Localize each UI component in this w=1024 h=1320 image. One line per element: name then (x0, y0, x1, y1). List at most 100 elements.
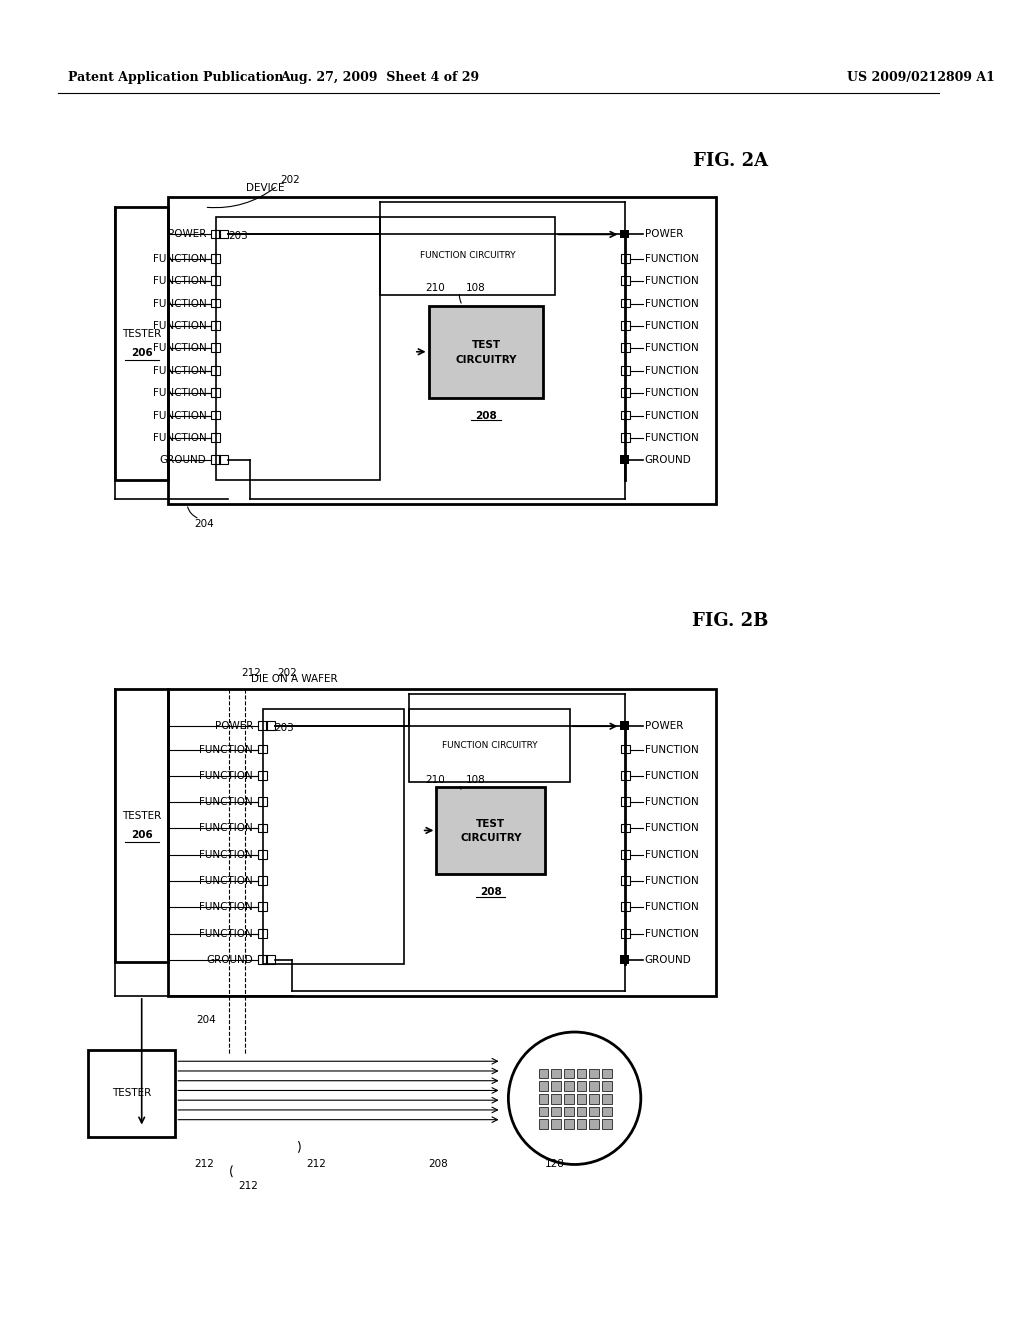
Text: CIRCUITRY: CIRCUITRY (460, 833, 521, 843)
Text: 208: 208 (428, 1159, 449, 1170)
Text: FIG. 2A: FIG. 2A (693, 152, 768, 170)
Text: FUNCTION: FUNCTION (200, 929, 253, 939)
Bar (577, 1119, 587, 1129)
Bar (551, 1094, 561, 1104)
Bar (622, 850, 630, 859)
Bar (551, 1081, 561, 1090)
Bar (219, 230, 228, 239)
Bar (564, 1119, 573, 1129)
Bar (622, 903, 630, 911)
Bar (622, 253, 630, 263)
Bar (564, 1094, 573, 1104)
Text: 212: 212 (242, 668, 261, 677)
Bar (602, 1106, 611, 1117)
Text: FUNCTION: FUNCTION (645, 797, 698, 808)
Bar (258, 876, 267, 884)
Bar (428, 305, 544, 399)
Bar (622, 366, 630, 375)
Bar (216, 216, 380, 480)
Text: FUNCTION: FUNCTION (153, 298, 207, 309)
Text: 203: 203 (227, 231, 248, 242)
Text: FUNCTION: FUNCTION (153, 366, 207, 376)
Bar (258, 797, 267, 807)
Bar (621, 230, 629, 239)
Bar (551, 1106, 561, 1117)
Bar (551, 1119, 561, 1129)
Bar (115, 207, 169, 480)
Text: FUNCTION: FUNCTION (153, 321, 207, 331)
Text: 202: 202 (281, 174, 300, 185)
Text: FUNCTION: FUNCTION (200, 771, 253, 781)
Bar (564, 1081, 573, 1090)
Bar (589, 1106, 599, 1117)
Text: FUNCTION: FUNCTION (645, 850, 698, 859)
Text: FUNCTION: FUNCTION (200, 797, 253, 808)
Text: FUNCTION: FUNCTION (645, 343, 698, 354)
Text: 210: 210 (425, 282, 445, 293)
Text: FUNCTION: FUNCTION (645, 276, 698, 286)
Text: 206: 206 (131, 830, 153, 841)
Bar (211, 230, 220, 239)
Bar (622, 771, 630, 780)
Text: FUNCTION: FUNCTION (153, 411, 207, 421)
Bar (211, 366, 220, 375)
Bar (622, 298, 630, 308)
Bar (622, 433, 630, 442)
Text: FUNCTION: FUNCTION (645, 824, 698, 833)
Text: FUNCTION: FUNCTION (200, 824, 253, 833)
Text: FUNCTION: FUNCTION (200, 850, 253, 859)
Bar (602, 1069, 611, 1078)
Text: FUNCTION CIRCUITRY: FUNCTION CIRCUITRY (441, 741, 538, 750)
Text: FUNCTION: FUNCTION (200, 876, 253, 886)
Bar (621, 455, 629, 465)
Bar (577, 1081, 587, 1090)
Text: 203: 203 (274, 723, 294, 733)
Bar (564, 1106, 573, 1117)
Text: FUNCTION: FUNCTION (645, 744, 698, 755)
Bar (211, 343, 220, 352)
Bar (88, 1049, 175, 1138)
Text: 206: 206 (131, 348, 153, 358)
Bar (622, 744, 630, 754)
Text: FUNCTION: FUNCTION (645, 903, 698, 912)
Text: FUNCTION: FUNCTION (645, 366, 698, 376)
Text: FUNCTION: FUNCTION (645, 876, 698, 886)
Text: GROUND: GROUND (645, 954, 691, 965)
Text: FUNCTION: FUNCTION (645, 433, 698, 444)
Text: US 2009/0212809 A1: US 2009/0212809 A1 (847, 71, 995, 84)
Bar (258, 903, 267, 911)
Bar (589, 1094, 599, 1104)
Bar (622, 276, 630, 285)
Text: POWER: POWER (215, 721, 253, 731)
Text: GROUND: GROUND (645, 455, 691, 466)
Bar (589, 1119, 599, 1129)
Bar (589, 1081, 599, 1090)
Text: TESTER: TESTER (112, 1089, 152, 1098)
Bar (622, 343, 630, 352)
Bar (115, 689, 169, 962)
Text: FUNCTION: FUNCTION (645, 411, 698, 421)
Text: FUNCTION: FUNCTION (200, 903, 253, 912)
Text: TEST: TEST (471, 341, 501, 350)
Bar (211, 433, 220, 442)
Text: GROUND: GROUND (207, 954, 253, 965)
Bar (211, 321, 220, 330)
Bar (211, 388, 220, 397)
Bar (258, 929, 267, 937)
Bar (622, 321, 630, 330)
Text: FUNCTION: FUNCTION (153, 433, 207, 444)
Bar (577, 1094, 587, 1104)
Bar (258, 850, 267, 859)
Text: DIE ON A WAFER: DIE ON A WAFER (251, 675, 338, 685)
Bar (211, 298, 220, 308)
Bar (211, 455, 220, 465)
Bar (211, 253, 220, 263)
Bar (168, 198, 716, 504)
Bar (602, 1094, 611, 1104)
Bar (622, 876, 630, 884)
Bar (602, 1081, 611, 1090)
Bar (211, 276, 220, 285)
Bar (577, 1069, 587, 1078)
Bar (263, 709, 404, 964)
Bar (380, 216, 555, 294)
